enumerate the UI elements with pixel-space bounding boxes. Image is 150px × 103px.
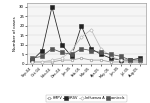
- Legend: hMPV, hRSV, Influenza A, controls: hMPV, hRSV, Influenza A, controls: [46, 95, 127, 102]
- Y-axis label: Number of cases: Number of cases: [13, 16, 17, 51]
